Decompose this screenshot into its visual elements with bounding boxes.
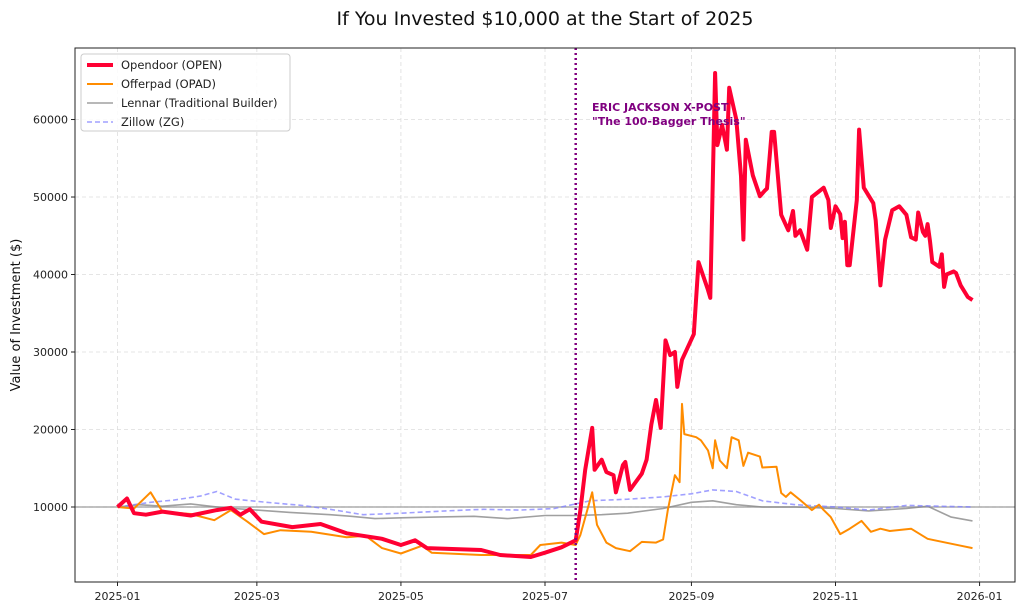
legend-label: Zillow (ZG) [121,115,184,129]
y-tick-label: 50000 [33,191,68,204]
x-tick-label: 2026-01 [957,590,1003,603]
plot-area [75,48,1015,582]
y-tick-label: 20000 [33,423,68,436]
event-annotation-line1: ERIC JACKSON X-POST [592,101,729,114]
legend-box [80,53,291,132]
x-tick-label: 2025-07 [522,590,568,603]
grid [75,48,1015,582]
y-tick-label: 30000 [33,346,68,359]
legend-label: Lennar (Traditional Builder) [121,96,277,110]
x-tick-label: 2025-03 [234,590,280,603]
event-annotation-line2: "The 100-Bagger Thesis" [592,115,746,128]
y-tick-label: 10000 [33,501,68,514]
x-tick-label: 2025-09 [668,590,714,603]
legend: Opendoor (OPEN) Offerpad (OPAD) Lennar (Tr… [80,53,291,132]
legend-label: Opendoor (OPEN) [121,58,222,72]
legend-label: Offerpad (OPAD) [121,77,216,91]
chart-title: If You Invested $10,000 at the Start of … [337,8,754,30]
axes: 10000 20000 30000 40000 50000 60000 2025-01 202… [33,114,1003,603]
series-line-opendoor [116,71,974,559]
y-axis-label: Value of Investment ($) [9,239,24,392]
x-tick-label: 2025-01 [95,590,141,603]
x-tick-label: 2025-05 [378,590,424,603]
y-tick-label: 60000 [33,114,68,127]
series-line-offerpad [117,402,973,556]
series-line-zillow [117,489,973,516]
y-tick-label: 40000 [33,269,68,282]
x-tick-label: 2025-11 [813,590,859,603]
